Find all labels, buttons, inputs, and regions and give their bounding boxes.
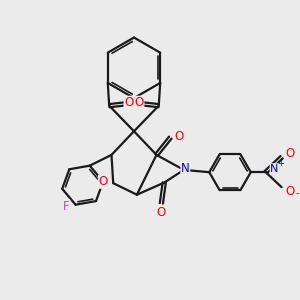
Text: N: N <box>181 162 190 175</box>
Text: O: O <box>98 175 108 188</box>
Text: O: O <box>124 96 134 109</box>
Text: +: + <box>277 159 284 168</box>
Text: O: O <box>156 206 165 219</box>
Text: O: O <box>285 147 294 160</box>
Text: -: - <box>296 188 299 198</box>
Text: O: O <box>174 130 184 143</box>
Text: F: F <box>63 200 70 213</box>
Text: O: O <box>135 96 144 109</box>
Text: O: O <box>285 185 294 198</box>
Text: N: N <box>270 164 279 174</box>
